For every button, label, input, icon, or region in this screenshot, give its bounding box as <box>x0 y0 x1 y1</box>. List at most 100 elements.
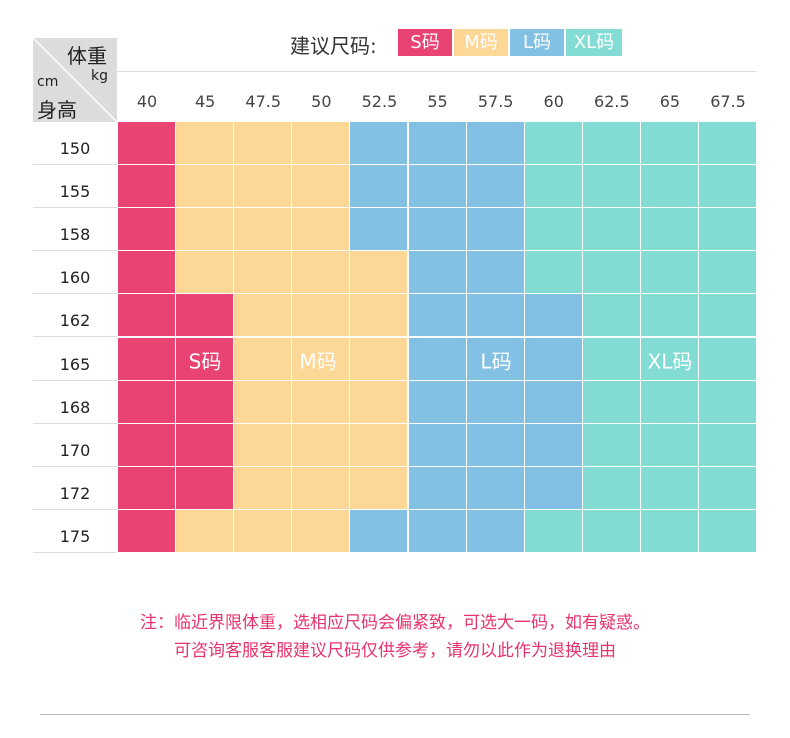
weight-header: 47.5 <box>245 92 282 111</box>
size-cell-m <box>292 466 352 511</box>
size-cell-m <box>234 122 294 167</box>
size-cell-xl <box>582 509 642 554</box>
size-cell-m <box>350 251 410 296</box>
size-cell-l <box>408 380 468 425</box>
size-cell-xl <box>640 122 700 167</box>
size-cell-m <box>234 294 294 339</box>
size-cell-xl <box>524 251 584 296</box>
size-cell-l <box>466 380 526 425</box>
note-line-2: 可咨询客服客服建议尺码仅供参考，请勿以此作为退换理由 <box>174 641 616 661</box>
size-cell-xl <box>524 122 584 167</box>
weight-header: 55 <box>427 92 448 111</box>
weight-header: 65 <box>659 92 681 111</box>
size-cell-m <box>292 251 352 296</box>
size-cell-xl <box>582 294 642 339</box>
size-cell-m <box>176 509 236 554</box>
size-cell-l <box>466 208 526 253</box>
size-cell-xl <box>640 423 700 468</box>
size-cell-xl <box>582 466 642 511</box>
size-cell-xl <box>699 251 759 296</box>
size-cell-m <box>350 423 410 468</box>
size-cell-s <box>176 337 236 382</box>
weight-header: 40 <box>136 92 158 111</box>
legend-m: M码 <box>454 29 508 56</box>
note-line-1: 注：临近界限体重，选相应尺码会偏紧致，可选大一码，如有疑惑。 <box>140 613 650 633</box>
size-cell-m <box>176 122 236 167</box>
size-cell-m <box>292 337 352 382</box>
size-cell-l <box>408 165 468 210</box>
size-cell-l <box>466 423 526 468</box>
weight-header: 62.5 <box>594 92 630 111</box>
size-cell-xl <box>582 208 642 253</box>
size-cell-l <box>408 423 468 468</box>
size-cell-s <box>176 466 236 511</box>
size-label-m: M码 <box>299 349 337 374</box>
weight-header: 50 <box>311 92 332 111</box>
size-cell-xl <box>582 251 642 296</box>
size-cell-m <box>292 208 352 253</box>
size-cell-m <box>350 380 410 425</box>
size-cell-xl <box>699 294 759 339</box>
size-cell-xl <box>699 337 759 382</box>
size-cell-l <box>408 294 468 339</box>
size-cell-xl <box>524 509 584 554</box>
header-divider <box>33 71 757 72</box>
size-cell-l <box>408 251 468 296</box>
size-cell-m <box>234 208 294 253</box>
size-cell-m <box>292 509 352 554</box>
size-cell-s <box>118 466 178 511</box>
size-cell-m <box>176 208 236 253</box>
size-cell-m <box>234 251 294 296</box>
height-unit: cm <box>37 74 59 90</box>
height-header: 170 <box>33 424 117 467</box>
size-cell-m <box>234 423 294 468</box>
weight-unit: kg <box>91 68 108 84</box>
size-cell-xl <box>640 466 700 511</box>
size-cell-s <box>118 165 178 210</box>
size-cell-xl <box>640 251 700 296</box>
size-cell-s <box>118 337 178 382</box>
size-cell-m <box>176 165 236 210</box>
size-cell-xl <box>699 208 759 253</box>
size-cell-xl <box>699 466 759 511</box>
size-cell-m <box>292 122 352 167</box>
size-cell-l <box>350 208 410 253</box>
size-cell-l <box>524 294 584 339</box>
size-cell-xl <box>699 165 759 210</box>
size-cell-xl <box>640 337 700 382</box>
weight-header: 52.5 <box>361 92 398 111</box>
size-cell-s <box>118 509 178 554</box>
size-cell-s <box>118 380 178 425</box>
size-cell-m <box>234 466 294 511</box>
size-cell-m <box>292 165 352 210</box>
size-cell-s <box>118 294 178 339</box>
size-cell-m <box>234 509 294 554</box>
weight-header: 60 <box>543 92 564 111</box>
size-cell-l <box>466 165 526 210</box>
height-header: 150 <box>33 122 117 166</box>
size-cell-s <box>176 294 236 339</box>
size-cell-l <box>408 122 468 167</box>
size-cell-l <box>524 466 584 511</box>
size-cell-xl <box>640 165 700 210</box>
bottom-divider <box>40 714 750 715</box>
height-header: 160 <box>33 251 117 295</box>
size-label-l: L码 <box>480 349 512 374</box>
size-cell-l <box>408 466 468 511</box>
size-cell-l <box>350 509 410 554</box>
size-cell-l <box>524 380 584 425</box>
size-cell-s <box>118 122 178 167</box>
height-header: 158 <box>33 208 117 252</box>
size-cell-m <box>292 423 352 468</box>
height-header: 168 <box>33 381 117 424</box>
size-cell-l <box>466 466 526 511</box>
size-cell-xl <box>640 509 700 554</box>
size-cell-s <box>118 251 178 296</box>
size-cell-s <box>118 208 178 253</box>
size-cell-m <box>292 294 352 339</box>
size-cell-m <box>350 337 410 382</box>
size-cell-l <box>466 122 526 167</box>
weight-header: 57.5 <box>477 92 514 111</box>
size-cell-l <box>466 251 526 296</box>
size-cell-l <box>524 423 584 468</box>
